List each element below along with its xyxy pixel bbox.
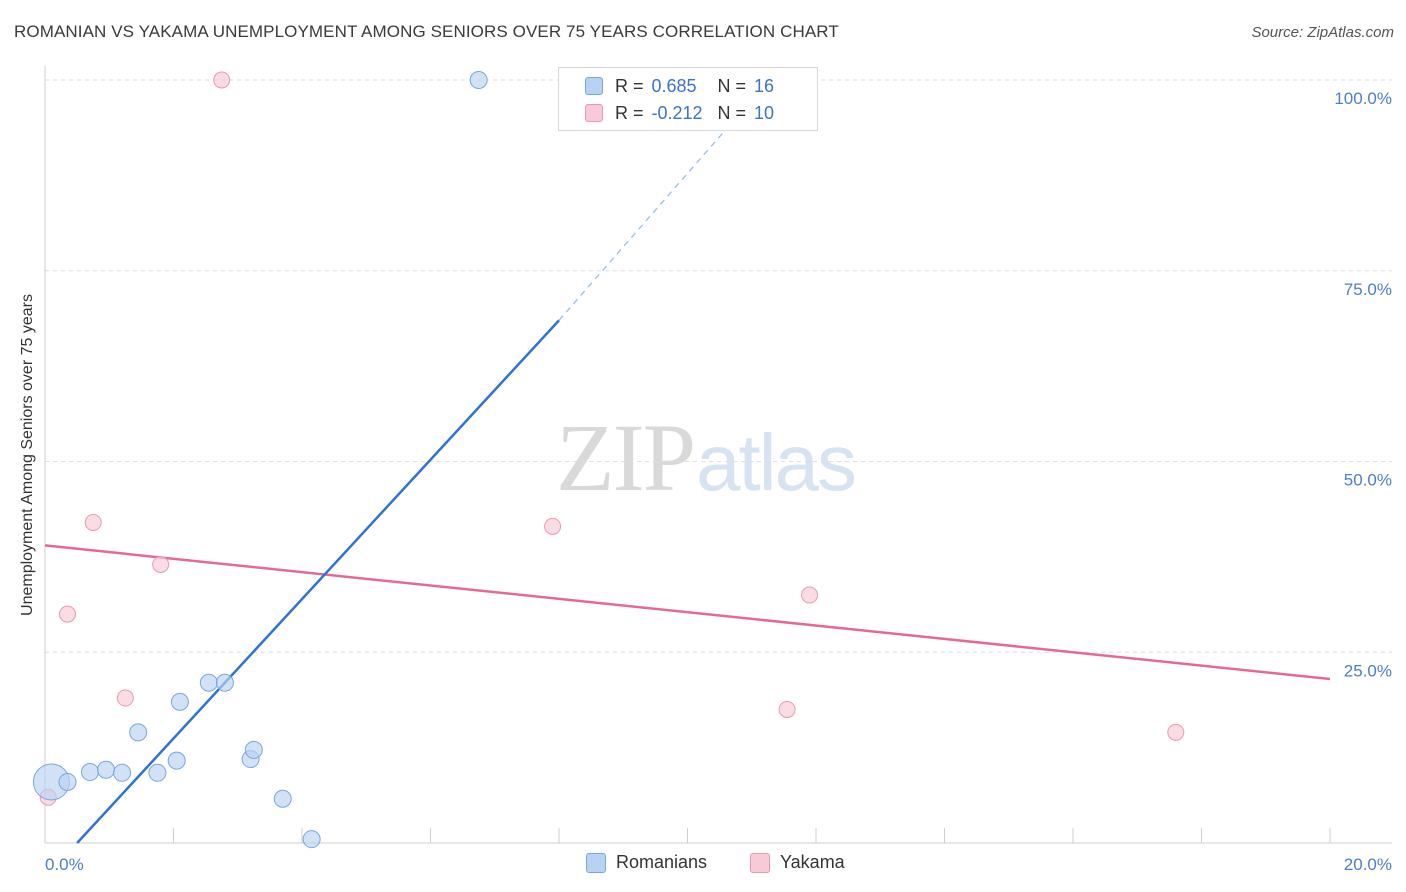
- series-label-romanians: Romanians: [616, 852, 708, 872]
- point-yakama: [778, 700, 796, 718]
- legend-n-value: 16: [754, 75, 775, 96]
- trendline-yakama: [44, 544, 1331, 681]
- axis-layer: [44, 66, 1392, 844]
- legend-r-value: 0.685: [651, 75, 697, 96]
- series-legend-romanians[interactable]: Romanians: [586, 852, 707, 873]
- y-tick-label: 50.0%: [1344, 471, 1392, 490]
- legend-swatch-yakama: [585, 104, 603, 122]
- legend-r-value: -0.212: [651, 102, 703, 123]
- series-legend: Romanians Yakama: [0, 852, 1406, 878]
- point-romanians: [302, 830, 321, 849]
- point-romanians: [167, 751, 186, 770]
- point-romanians: [148, 763, 167, 782]
- x-tick-label: 0.0%: [45, 855, 84, 874]
- point-yakama: [152, 556, 170, 574]
- legend-n-label: N =: [717, 102, 747, 123]
- point-romanians: [97, 760, 116, 779]
- y-tick-label: 100.0%: [1334, 89, 1392, 108]
- point-romanians: [199, 673, 218, 692]
- point-yakama: [213, 71, 231, 89]
- source-label: Source: ZipAtlas.com: [1251, 24, 1394, 41]
- legend-r-label: R =: [615, 102, 644, 123]
- point-romanians: [273, 789, 292, 808]
- point-romanians: [215, 673, 234, 692]
- legend-row-romanians: R = 0.685 N = 16: [585, 73, 774, 99]
- trend-layer: [44, 121, 1331, 844]
- legend-swatch-romanians: [585, 77, 603, 95]
- point-romanians: [469, 71, 488, 89]
- point-romanians: [244, 740, 263, 759]
- point-yakama: [801, 586, 819, 604]
- series-legend-yakama[interactable]: Yakama: [750, 852, 845, 873]
- point-layer: [32, 71, 1185, 849]
- legend-n-label: N =: [717, 75, 747, 96]
- series-swatch-yakama: [750, 852, 770, 873]
- trendline-romanians-extension: [558, 121, 733, 321]
- x-tick-label: 20.0%: [1344, 855, 1392, 874]
- correlation-legend: R = 0.685 N = 16 R = -0.212 N = 10: [558, 67, 818, 131]
- point-romanians: [58, 772, 77, 791]
- point-romanians: [129, 723, 148, 742]
- point-yakama: [116, 689, 134, 707]
- tick-label-layer: 25.0% 50.0% 75.0% 100.0% 0.0% 20.0%: [45, 89, 1392, 874]
- legend-n-value: 10: [754, 102, 775, 123]
- y-tick-label: 75.0%: [1344, 280, 1392, 299]
- watermark: ZIPatlas: [556, 402, 857, 513]
- watermark-atlas: atlas: [696, 418, 857, 507]
- legend-row-yakama: R = -0.212 N = 10: [585, 100, 774, 126]
- point-romanians: [170, 692, 189, 711]
- point-yakama: [1167, 723, 1185, 741]
- point-romanians: [80, 763, 99, 782]
- chart-title: ROMANIAN VS YAKAMA UNEMPLOYMENT AMONG SE…: [14, 22, 839, 41]
- point-yakama: [544, 517, 562, 535]
- trendline-romanians: [76, 319, 560, 844]
- point-yakama: [84, 514, 102, 532]
- series-label-yakama: Yakama: [780, 852, 845, 872]
- watermark-zip: ZIP: [556, 404, 696, 511]
- legend-r-label: R =: [615, 75, 644, 96]
- series-swatch-romanians: [586, 852, 606, 873]
- point-romanians: [113, 763, 132, 782]
- point-yakama: [58, 605, 76, 623]
- y-tick-label: 25.0%: [1344, 661, 1392, 680]
